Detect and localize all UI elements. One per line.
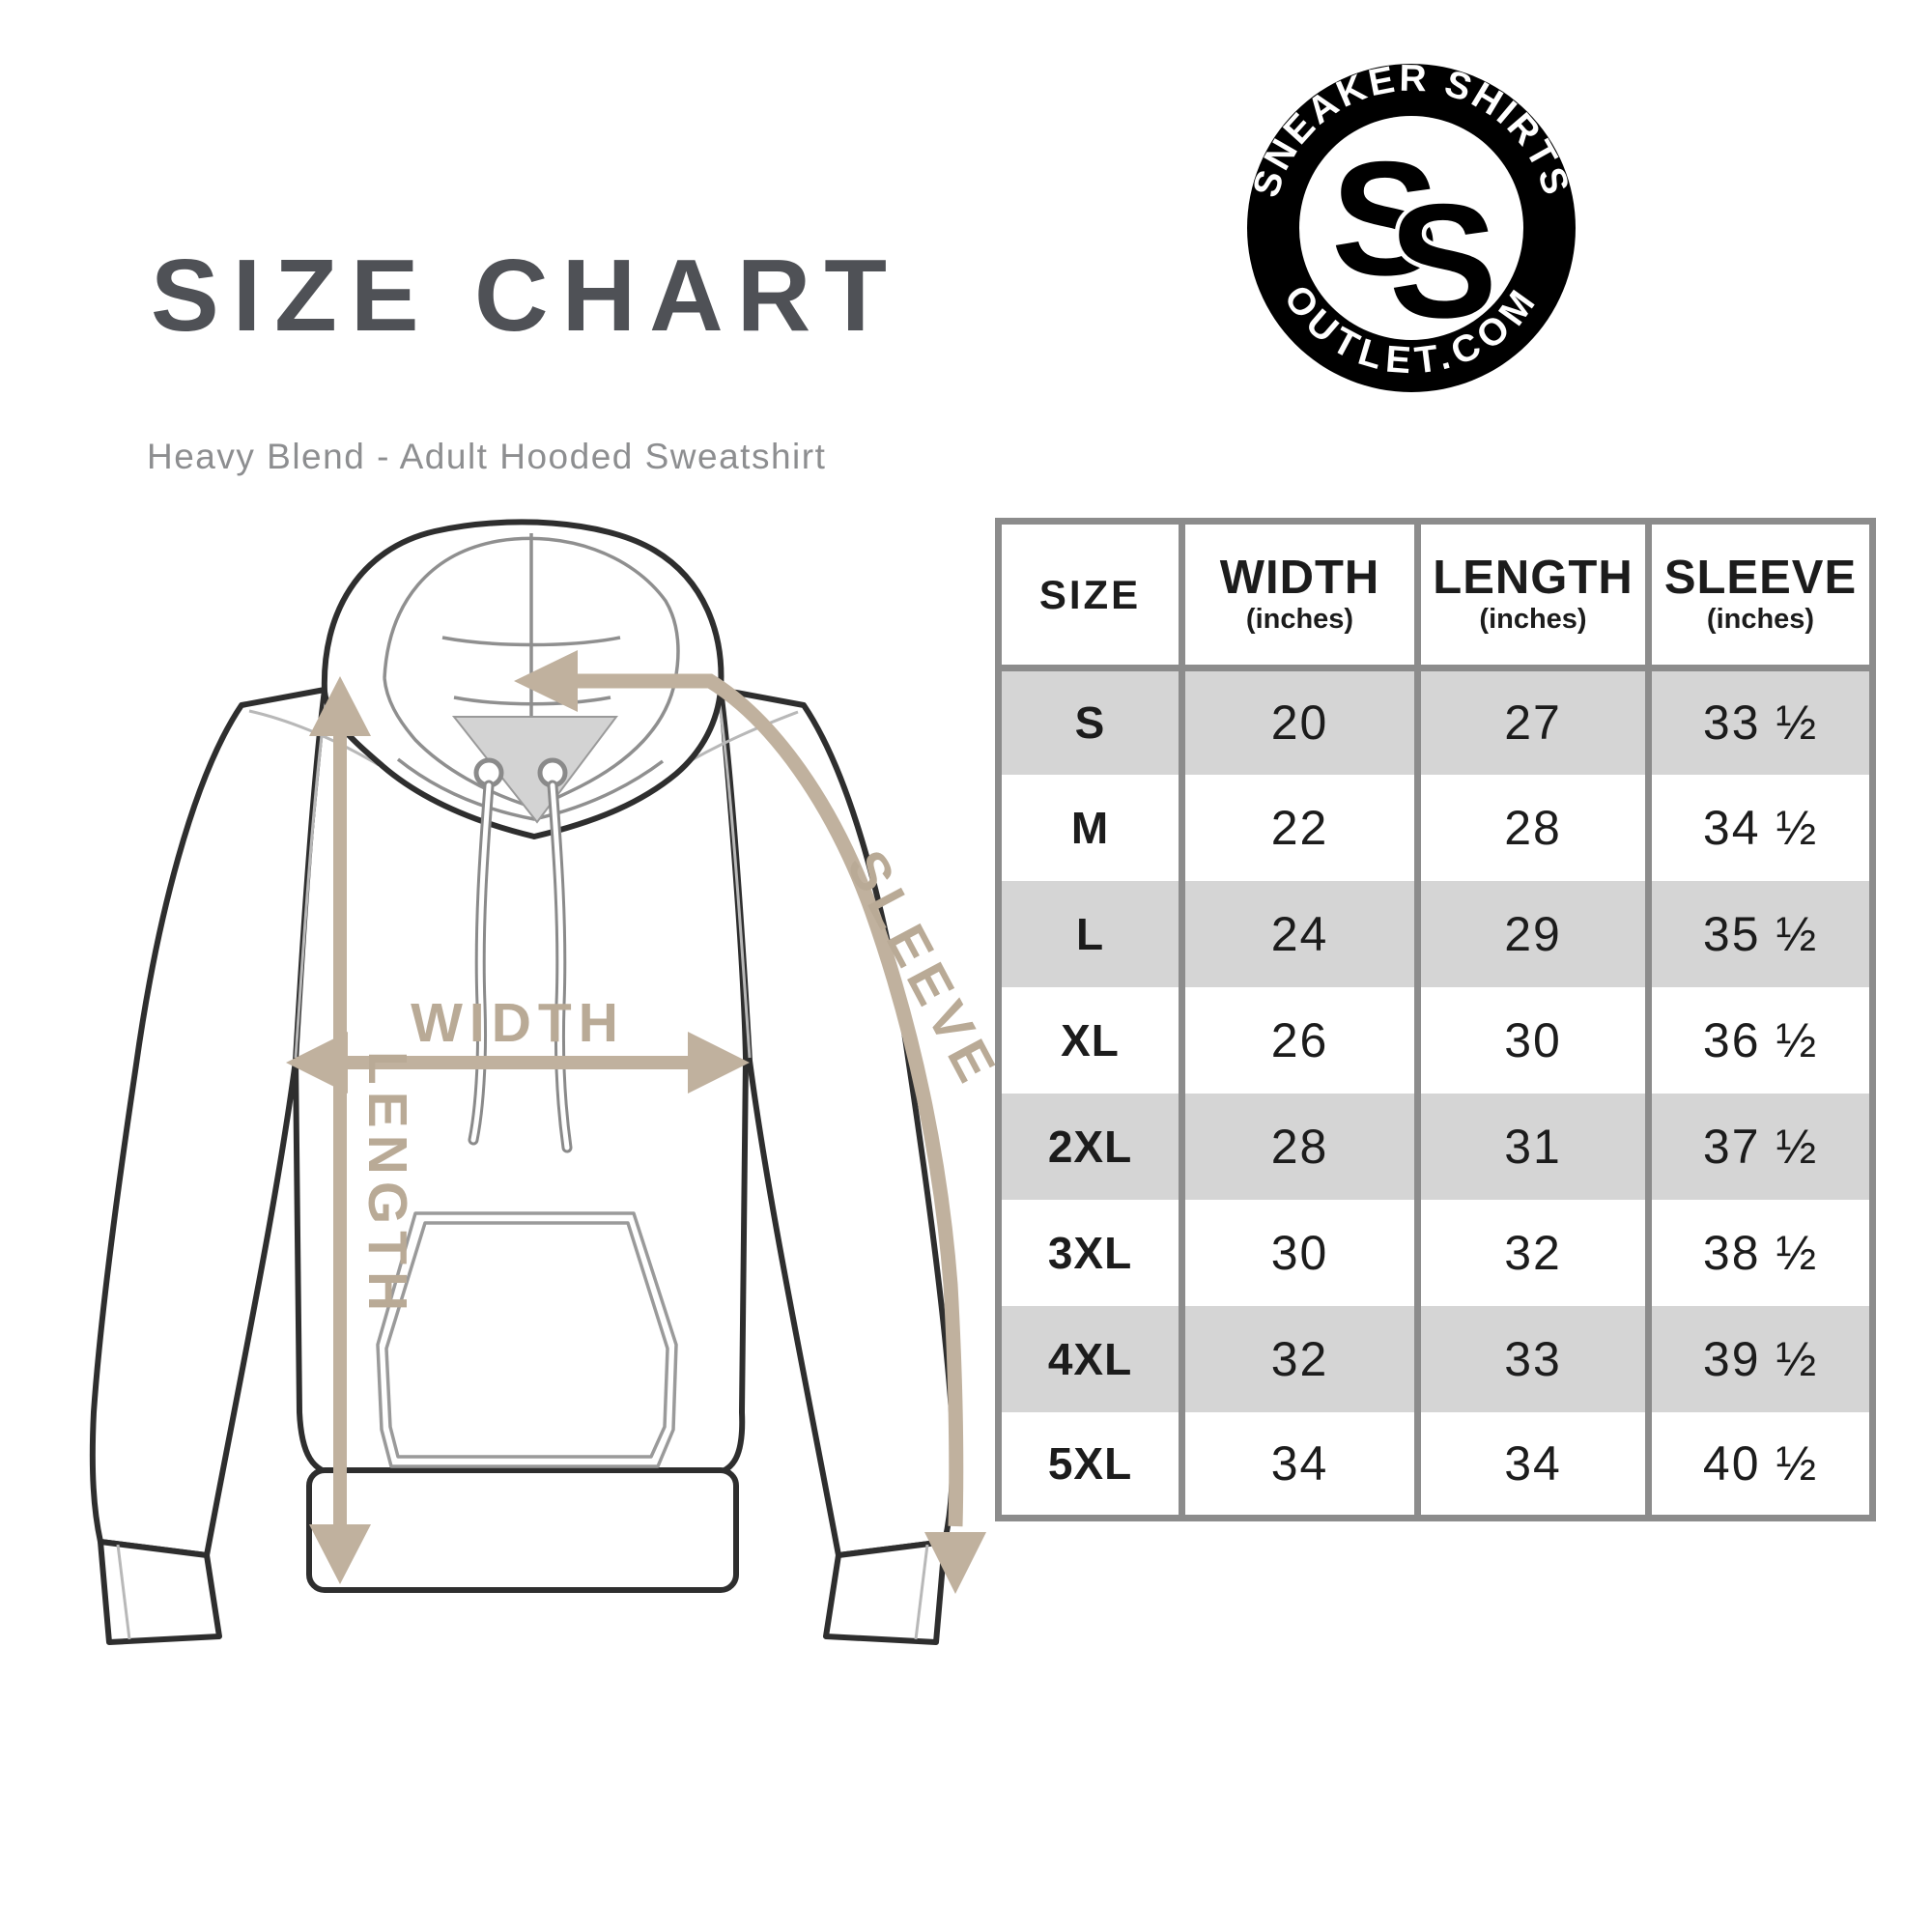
size-cell: XL xyxy=(998,986,1185,1094)
sleeve-cell: 35 ½ xyxy=(1702,906,1819,961)
sleeve-cell: 40 ½ xyxy=(1702,1435,1819,1491)
table-row-s: S 20 27 33 ½ xyxy=(998,668,1873,775)
length-cell: 34 xyxy=(1417,1411,1652,1519)
sleeve-cell: 33 ½ xyxy=(1702,696,1819,751)
hoodie-pocket-inner xyxy=(384,1221,669,1459)
length-arrowhead-top xyxy=(309,676,371,736)
sleeve-arrowhead-bottom xyxy=(924,1532,986,1594)
header-length-sub: (inches) xyxy=(1479,603,1587,635)
width-cell: 22 xyxy=(1181,774,1421,881)
length-cell: 28 xyxy=(1417,774,1652,881)
length-cell: 29 xyxy=(1417,880,1652,987)
page-subtitle: Heavy Blend - Adult Hooded Sweatshirt xyxy=(147,437,827,476)
page-title: SIZE CHART xyxy=(151,239,900,353)
header-sleeve-label: SLEEVE xyxy=(1663,552,1858,605)
drawstring-left-highlight xyxy=(470,782,492,1143)
length-label: LENGTH xyxy=(356,1051,418,1318)
sleeve-cell: 34 ½ xyxy=(1702,800,1819,855)
hoodie-left-sleeve xyxy=(89,687,327,1558)
length-cell: 30 xyxy=(1417,986,1652,1094)
table-row-xl: XL 26 30 36 ½ xyxy=(998,986,1873,1094)
length-arrowhead-bottom xyxy=(309,1524,371,1584)
table-row-m: M 22 28 34 ½ xyxy=(998,774,1873,881)
width-cell: 32 xyxy=(1181,1305,1421,1412)
size-cell: M xyxy=(998,774,1185,881)
header-sleeve: SLEEVE (inches) xyxy=(1648,521,1873,671)
hoodie-right-cuff xyxy=(823,1539,948,1645)
table-row-l: L 24 29 35 ½ xyxy=(998,880,1873,987)
sleeve-cell: 39 ½ xyxy=(1702,1331,1819,1386)
drawstring-right-highlight xyxy=(550,782,570,1151)
width-cell: 34 xyxy=(1181,1411,1421,1519)
sleeve-arrow-line xyxy=(537,673,964,1527)
header-sleeve-sub: (inches) xyxy=(1706,603,1815,635)
size-cell: 5XL xyxy=(998,1411,1185,1519)
width-arrowhead-left xyxy=(286,1032,348,1094)
width-cell: 30 xyxy=(1181,1199,1421,1306)
raglan-seam-right xyxy=(717,696,752,1059)
length-cell: 27 xyxy=(1417,668,1652,775)
table-row-5xl: 5XL 34 34 40 ½ xyxy=(998,1411,1873,1519)
size-cell: 4XL xyxy=(998,1305,1185,1412)
hoodie-pocket-outer xyxy=(376,1211,678,1468)
sleeve-cell: 38 ½ xyxy=(1702,1225,1819,1280)
header-width-sub: (inches) xyxy=(1245,603,1354,635)
header-width: WIDTH (inches) xyxy=(1181,521,1421,671)
width-cell: 20 xyxy=(1181,668,1421,775)
width-cell: 24 xyxy=(1181,880,1421,987)
hood-opening-inner-line xyxy=(383,536,680,810)
width-label: WIDTH xyxy=(411,992,625,1054)
brand-logo: SNEAKER SHIRTS OUTLET.COM S S xyxy=(1245,58,1576,392)
header-length: LENGTH (inches) xyxy=(1417,521,1652,671)
shoulder-seam-left xyxy=(248,709,380,767)
header-length-label: LENGTH xyxy=(1433,552,1634,605)
cuff-seam-left xyxy=(116,1544,131,1640)
header-size: SIZE xyxy=(998,521,1185,671)
monogram-s-right: S xyxy=(1389,170,1497,352)
length-cell: 33 xyxy=(1417,1305,1652,1412)
table-row-2xl: 2XL 28 31 37 ½ xyxy=(998,1093,1873,1200)
hood-cross-seam-1 xyxy=(441,636,621,647)
length-cell: 32 xyxy=(1417,1199,1652,1306)
table-header-row: SIZE WIDTH (inches) LENGTH (inches) SLEE… xyxy=(998,521,1873,671)
sleeve-cell: 37 ½ xyxy=(1702,1119,1819,1174)
hoodie-measurement-diagram: WIDTH LENGTH SLEEVE xyxy=(89,519,1010,1645)
hoodie-left-cuff xyxy=(98,1539,222,1645)
sleeve-cell: 36 ½ xyxy=(1702,1012,1819,1067)
hood-cross-seam-2 xyxy=(453,696,611,706)
header-size-label: SIZE xyxy=(1038,571,1142,617)
size-cell: S xyxy=(998,668,1185,775)
sleeve-arrowhead-left xyxy=(514,650,578,712)
table-row-4xl: 4XL 32 33 39 ½ xyxy=(998,1305,1873,1412)
length-cell: 31 xyxy=(1417,1093,1652,1200)
logo-inner-disc xyxy=(1299,116,1523,340)
monogram-s-left: S xyxy=(1331,128,1439,309)
header-width-label: WIDTH xyxy=(1219,552,1380,605)
size-cell: 3XL xyxy=(998,1199,1185,1306)
size-cell: 2XL xyxy=(998,1093,1185,1200)
hoodie-hem-band xyxy=(306,1467,739,1593)
width-cell: 28 xyxy=(1181,1093,1421,1200)
width-cell: 26 xyxy=(1181,986,1421,1094)
table-row-3xl: 3XL 30 32 38 ½ xyxy=(998,1199,1873,1306)
logo-ss-monogram: S S xyxy=(1331,128,1502,356)
width-arrowhead-right xyxy=(688,1032,750,1094)
cuff-seam-right xyxy=(914,1544,929,1640)
size-chart-table: SIZE WIDTH (inches) LENGTH (inches) SLEE… xyxy=(995,518,1876,1521)
size-cell: L xyxy=(998,880,1185,987)
